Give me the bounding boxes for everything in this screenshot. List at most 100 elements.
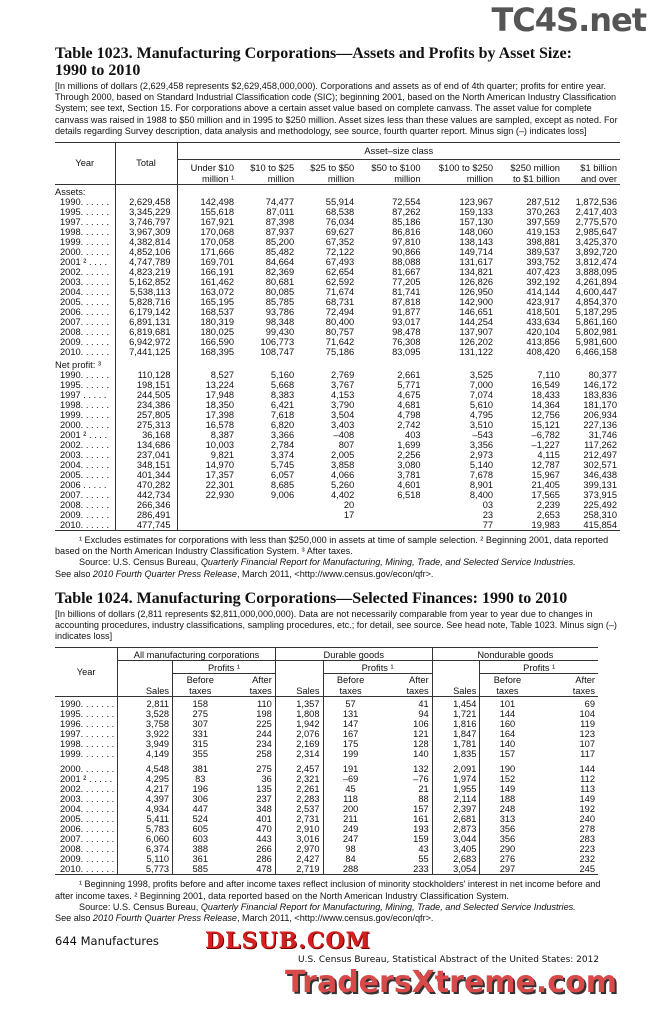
table-row: 2001 ² . . . . 4,747,789 169,701 84,664 67,4… xyxy=(55,257,620,268)
label: taxes xyxy=(496,685,519,696)
year-cell: 2007. . . . . . xyxy=(60,490,110,501)
cell: 71,642 xyxy=(325,337,355,348)
cell: 17,398 xyxy=(176,410,238,421)
table-row: 2003. . . . . . . 4,397 306 237 2,283 118 88 2,… xyxy=(55,794,598,805)
col-before-taxes: Before taxes xyxy=(172,673,228,698)
cell: 1,781 xyxy=(431,739,480,750)
page-content: Table 1023. Manufacturing Corporations—A… xyxy=(55,45,620,1000)
cell: 2,417,403 xyxy=(575,207,617,218)
year-cell: 2006. . . . . . xyxy=(60,307,110,318)
year-cell: 2005. . . . . . . xyxy=(60,814,115,825)
cell: 313 xyxy=(479,814,535,825)
source-prefix: Source: U.S. Census Bureau, xyxy=(79,901,201,912)
cell: 2,629,458 xyxy=(114,197,177,208)
cell: 4,798 xyxy=(397,410,421,421)
cell: 20 xyxy=(343,500,355,511)
table-row: 2009. . . . . . 286,491 17 23 2,653 258,310 xyxy=(55,510,620,521)
cell: 91,877 xyxy=(392,307,421,318)
col-header: Under $10 million ¹ xyxy=(176,159,238,186)
year-cell: 2005. . . . . . xyxy=(60,470,110,481)
year-cell: 2006. . . . . . . xyxy=(60,824,115,835)
col-header-line: and over xyxy=(580,173,617,184)
cell: 87,937 xyxy=(265,227,295,238)
cell xyxy=(176,184,620,198)
cell: 132 xyxy=(413,764,429,775)
cell: 470,282 xyxy=(114,480,177,491)
cell: 225 xyxy=(256,719,272,730)
cell: 57 xyxy=(322,696,378,710)
table-row: 1997. . . . . . . 3,922 331 244 2,076 167 121 1… xyxy=(55,729,598,740)
cell: 5,538,113 xyxy=(114,287,177,298)
cell: 155,618 xyxy=(176,207,238,218)
cell: 8,901 xyxy=(469,480,494,491)
table-row: 1999. . . . . . . 4,149 355 258 2,314 199 140 1… xyxy=(55,749,598,760)
cell: 5,745 xyxy=(270,460,295,471)
cell: 2,653 xyxy=(536,510,560,521)
cell xyxy=(297,520,358,531)
cell: 180,319 xyxy=(176,317,238,328)
cell: 1,955 xyxy=(431,784,480,795)
year-cell: 2000. . . . . . xyxy=(60,420,110,431)
col-sales: Sales xyxy=(431,660,480,698)
cell: 3,767 xyxy=(330,380,355,391)
year-cell: 2008. . . . . . xyxy=(60,327,110,338)
cell: 2,005 xyxy=(330,450,355,461)
cell: 55 xyxy=(418,854,429,865)
table-row: 1995. . . . . . 198,151 13,224 5,668 3,767 5,… xyxy=(55,380,620,391)
cell: 6,057 xyxy=(270,470,295,481)
col-year: Year xyxy=(55,142,115,186)
cell: 2,114 xyxy=(431,794,480,805)
cell: 159 xyxy=(413,834,429,845)
cell: 388 xyxy=(172,844,228,855)
cell: 77,205 xyxy=(392,277,421,288)
year-cell: 2009. . . . . . xyxy=(60,337,110,348)
cell: 5,773 xyxy=(117,864,173,876)
cell: 227,136 xyxy=(583,420,617,431)
cell: 370,263 xyxy=(526,207,560,218)
cell: 13,224 xyxy=(176,380,238,391)
source-prefix: Source: U.S. Census Bureau, xyxy=(79,557,201,568)
cell: 77 xyxy=(423,520,497,531)
label: taxes xyxy=(249,685,272,696)
table-1023: Year Total Asset–size class Under $10 millio… xyxy=(55,142,620,531)
year-cell: 2002. . . . . . xyxy=(60,267,110,278)
see-also-note: See also 2010 Fourth Quarter Press Relea… xyxy=(55,913,620,924)
cell: 22,930 xyxy=(176,490,238,501)
cell: 1,699 xyxy=(397,440,421,451)
see-also-note: See also 2010 Fourth Quarter Press Relea… xyxy=(55,569,620,580)
cell: 193 xyxy=(413,824,429,835)
cell: 3,812,474 xyxy=(575,257,617,268)
cell: 2,985,647 xyxy=(575,227,617,238)
cell: 234,386 xyxy=(114,400,177,411)
col-header-line: million xyxy=(394,173,421,184)
cell: 15,967 xyxy=(531,470,560,481)
col-total: Total xyxy=(114,142,177,186)
year-cell: 2002. . . . . . xyxy=(60,440,110,451)
year-cell: 2008. . . . . . . xyxy=(60,844,115,855)
cell: 3,356 xyxy=(469,440,494,451)
cell: 85,200 xyxy=(265,237,295,248)
cell: 398,881 xyxy=(526,237,560,248)
table-row: 2004. . . . . . . 4,934 447 348 2,537 200 157 2… xyxy=(55,804,598,815)
year-cell: 2005. . . . . . xyxy=(60,297,110,308)
table-row: 2000. . . . . . 4,852,106 171,666 85,482 72,… xyxy=(55,247,620,258)
cell: 2,283 xyxy=(274,794,323,805)
section-row: Assets: xyxy=(55,184,620,198)
header-row: Sales Profits ¹ Sales Profits ¹ Sales Profits… xyxy=(55,660,598,698)
cell: 165,195 xyxy=(176,297,238,308)
cell: 249 xyxy=(322,824,378,835)
cell: 2,784 xyxy=(270,440,295,451)
cell: 128 xyxy=(413,739,429,750)
cell: 161 xyxy=(413,814,429,825)
cell: 171,666 xyxy=(176,247,238,258)
table-1024-title: Table 1024. Manufacturing Corporations—S… xyxy=(55,589,568,607)
year-cell: 2001 ² . . . . xyxy=(60,430,108,441)
cell: 415,854 xyxy=(562,520,620,531)
see-prefix: See also xyxy=(55,568,93,579)
cell: 4,217 xyxy=(117,784,173,795)
cell: 110,128 xyxy=(114,370,177,381)
cell: 5,771 xyxy=(397,380,421,391)
cell: 68,731 xyxy=(325,297,355,308)
cell: 447 xyxy=(172,804,228,815)
cell: 1,357 xyxy=(274,696,323,710)
